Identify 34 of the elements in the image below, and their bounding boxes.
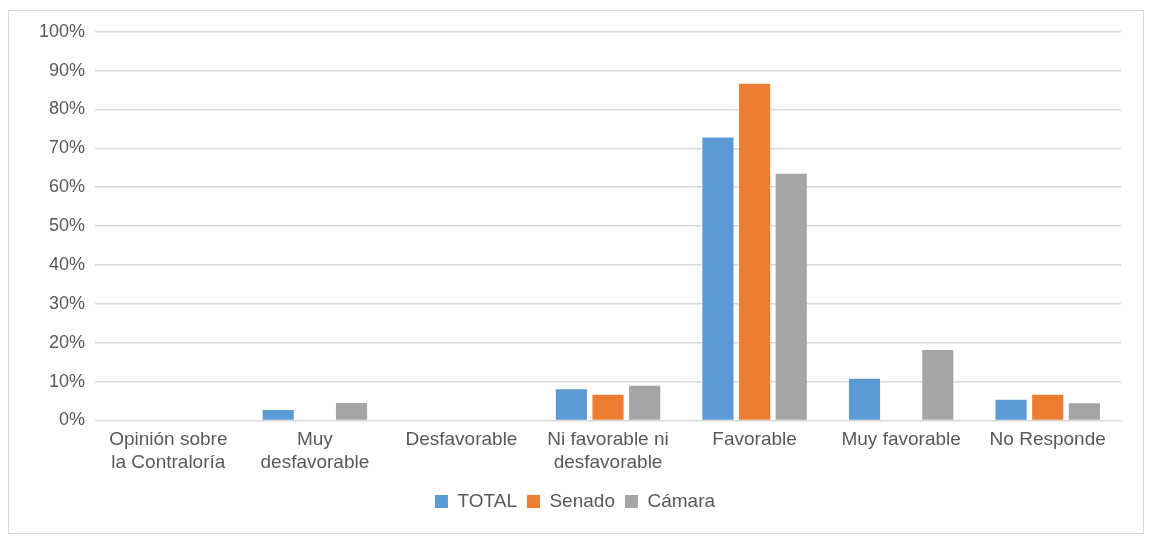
- x-tick-label: Muy desfavorable: [260, 428, 370, 472]
- bar: [702, 137, 734, 420]
- y-tick-label: 100%: [38, 20, 86, 41]
- bar: [775, 173, 807, 420]
- bar: [592, 394, 624, 420]
- x-tick-label: Favorable: [712, 428, 797, 450]
- y-tick-label: 10%: [49, 370, 86, 391]
- x-tick-label: Desfavorable: [405, 428, 518, 450]
- x-tick-label: Muy favorable: [841, 428, 961, 450]
- bar: [848, 378, 881, 420]
- legend-label: TOTAL: [457, 489, 517, 511]
- bar: [739, 83, 771, 420]
- x-tick-label: Ni favorable ni desfavorable: [547, 428, 669, 472]
- x-tick-label: No Responde: [989, 428, 1106, 450]
- x-tick-label: Opinión sobre la Contraloría: [109, 428, 228, 472]
- y-tick-label: 50%: [49, 215, 86, 236]
- y-tick-label: 20%: [49, 331, 86, 352]
- y-tick-label: 40%: [49, 253, 86, 274]
- y-tick-label: 90%: [49, 59, 86, 80]
- y-tick-label: 80%: [49, 98, 86, 119]
- bar: [1068, 403, 1100, 420]
- y-tick-label: 70%: [49, 137, 86, 158]
- y-tick-label: 60%: [49, 176, 86, 197]
- bar: [629, 385, 661, 420]
- y-tick-label: 0%: [59, 409, 86, 430]
- bar: [1032, 394, 1064, 420]
- bar: [335, 402, 368, 420]
- y-tick-label: 30%: [49, 292, 86, 313]
- bar: [995, 399, 1027, 420]
- bar: [555, 389, 587, 420]
- bar: [262, 409, 294, 420]
- bar: [922, 350, 954, 420]
- legend-label: Senado: [549, 489, 615, 511]
- legend-label: Cámara: [647, 489, 716, 511]
